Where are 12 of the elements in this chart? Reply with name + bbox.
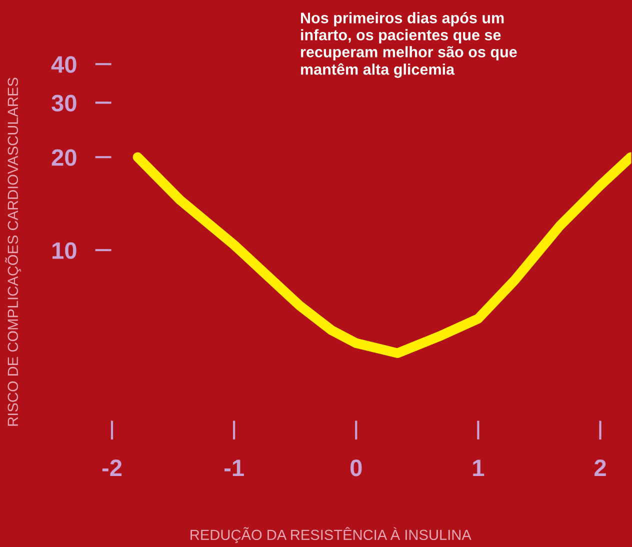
x-tick-label: 1 bbox=[473, 460, 484, 476]
y-axis-title: RISCO DE COMPLICAÇÕES CARDIOVASCULARES bbox=[5, 78, 21, 426]
x-tick-label: 2 bbox=[594, 460, 606, 476]
y-tick-label: 40 bbox=[51, 56, 76, 73]
x-axis-title: REDUÇÃO DA RESISTÊNCIA À INSULINA bbox=[190, 527, 472, 543]
y-tick-label: 10 bbox=[52, 242, 76, 259]
x-tick-label: -2 bbox=[102, 460, 122, 476]
y-tick-label: 20 bbox=[52, 149, 76, 166]
annotation: Nos primeiros dias após um infarto, os pacientes que se recuperam melhor são os que mantêm alta glicemia bbox=[301, 12, 517, 78]
x-tick-label: -1 bbox=[224, 460, 244, 476]
x-tick-label: 0 bbox=[350, 460, 362, 476]
y-tick-label: 30 bbox=[52, 94, 76, 112]
